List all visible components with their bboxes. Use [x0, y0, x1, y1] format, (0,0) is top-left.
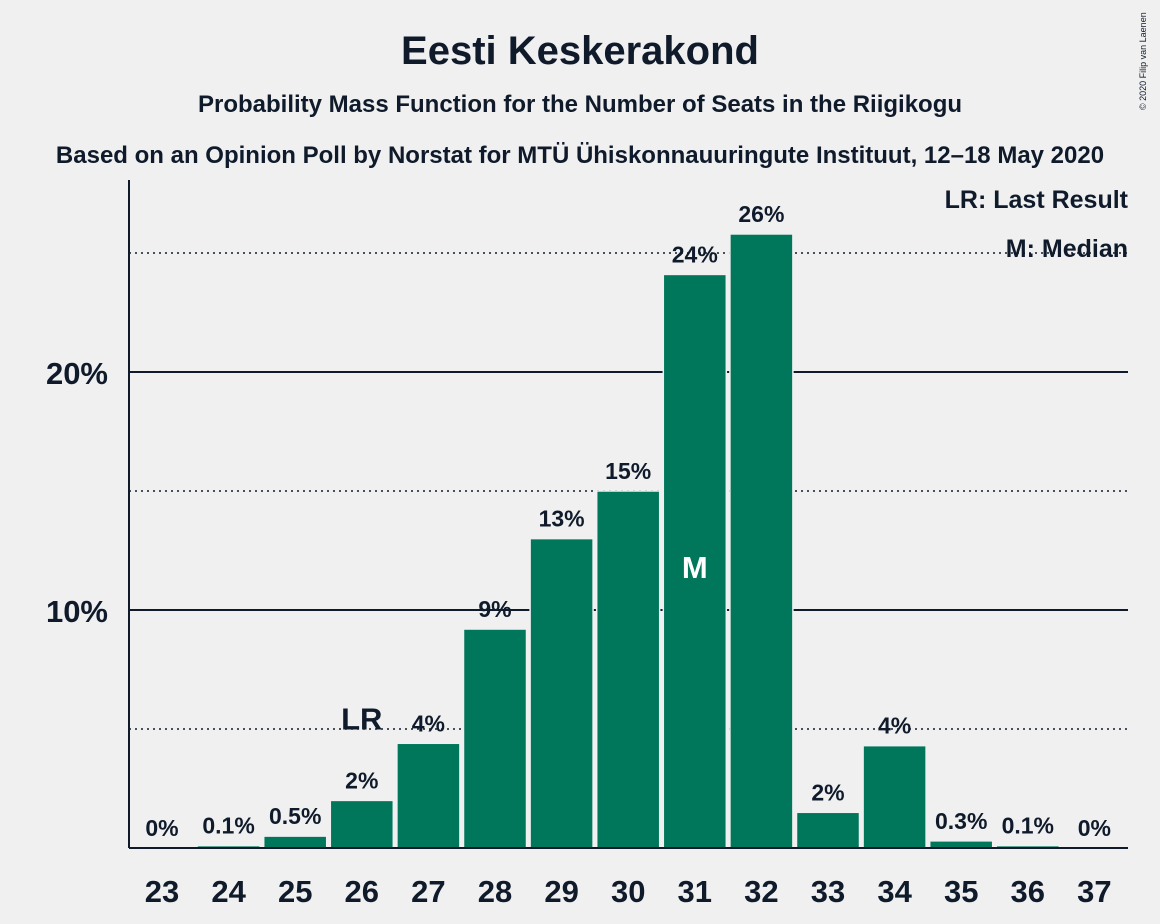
legend-median: M: Median — [1006, 235, 1128, 263]
x-tick-32: 32 — [744, 874, 778, 909]
chart-subtitle-poll: Based on an Opinion Poll by Norstat for … — [56, 142, 1104, 169]
bar-27 — [396, 742, 461, 849]
x-tick-23: 23 — [145, 874, 179, 909]
data-label-29: 13% — [539, 506, 585, 532]
data-label-26: 2% — [345, 767, 378, 793]
x-tick-33: 33 — [811, 874, 845, 909]
x-tick-35: 35 — [944, 874, 978, 909]
axes — [128, 180, 1128, 849]
bar-28 — [462, 628, 528, 849]
median-marker: M — [682, 550, 708, 585]
data-label-25: 0.5% — [269, 803, 321, 829]
chart-subtitle: Probability Mass Function for the Number… — [198, 91, 962, 118]
y-tick-20: 20% — [46, 356, 108, 391]
x-tick-37: 37 — [1077, 874, 1111, 909]
bar-30 — [595, 490, 661, 849]
bar-31 — [662, 273, 728, 849]
data-label-33: 2% — [811, 779, 844, 805]
data-label-30: 15% — [605, 458, 651, 484]
data-label-32: 26% — [738, 201, 784, 227]
data-labels: 0% 0.1% 0.5% 2% 4% 9% 13% 15% 24% 26% 2% 4% 0.3% 0.1%… — [145, 201, 1111, 841]
y-tick-labels: 10% 20% — [46, 356, 108, 629]
x-tick-25: 25 — [278, 874, 312, 909]
x-tick-26: 26 — [345, 874, 379, 909]
x-tick-labels: 23 24 25 26 27 28 29 30 31 32 33 34 35 36 37 — [145, 874, 1112, 909]
data-label-31: 24% — [672, 241, 718, 267]
y-tick-10: 10% — [46, 594, 108, 629]
x-tick-30: 30 — [611, 874, 645, 909]
bar-33 — [795, 811, 861, 849]
copyright-notice: © 2020 Filip van Laenen — [1138, 12, 1148, 110]
x-tick-28: 28 — [478, 874, 512, 909]
data-label-28: 9% — [478, 596, 511, 622]
x-tick-34: 34 — [877, 874, 912, 909]
bars — [196, 233, 1061, 849]
data-label-34: 4% — [878, 713, 911, 739]
bar-35 — [928, 840, 994, 849]
last-result-marker: LR — [341, 701, 382, 736]
bar-32 — [729, 233, 794, 849]
bar-29 — [529, 537, 594, 849]
x-tick-27: 27 — [411, 874, 445, 909]
data-label-24: 0.1% — [202, 813, 254, 839]
data-label-36: 0.1% — [1002, 813, 1054, 839]
data-label-23: 0% — [145, 815, 178, 841]
bar-26 — [329, 799, 395, 849]
chart-title: Eesti Keskerakond — [401, 29, 759, 73]
data-label-37: 0% — [1078, 815, 1111, 841]
data-label-35: 0.3% — [935, 808, 987, 834]
bar-34 — [862, 744, 927, 849]
x-tick-29: 29 — [544, 874, 578, 909]
bar-25 — [262, 835, 328, 849]
x-tick-24: 24 — [211, 874, 246, 909]
x-tick-31: 31 — [678, 874, 712, 909]
data-label-27: 4% — [412, 710, 445, 736]
legend-last-result: LR: Last Result — [945, 186, 1129, 214]
x-tick-36: 36 — [1011, 874, 1045, 909]
